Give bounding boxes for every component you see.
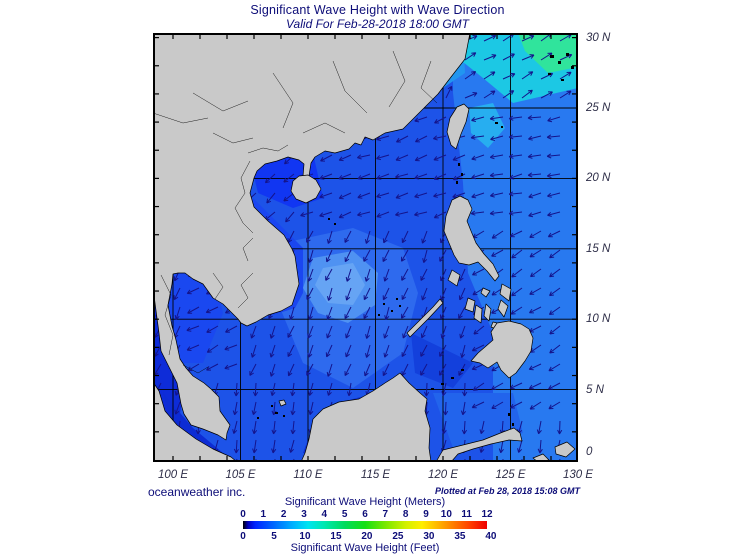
legend-feet-ticks: 0 5 10 15 20 25 30 35 40: [240, 531, 496, 542]
taiwan-island: [446, 103, 470, 150]
lon-label: 120 E: [427, 469, 459, 481]
plotted-timestamp: Plotted at Feb 28, 2018 15:08 GMT: [434, 486, 580, 496]
meters-tick: 2: [280, 509, 287, 520]
lat-label: 5 N: [586, 383, 604, 396]
colorbar: [243, 521, 487, 529]
sumatra-island: [153, 381, 238, 462]
luzon-island: [443, 195, 500, 282]
lon-label: 105 E: [225, 469, 256, 481]
feet-tick: 15: [330, 531, 342, 542]
page-title: Significant Wave Height with Wave Direct…: [250, 3, 505, 17]
credit-text: oceanweather inc.: [148, 485, 246, 499]
islet-specks: [257, 53, 574, 426]
meters-tick: 1: [260, 509, 267, 520]
natuna-island: [278, 399, 287, 407]
meters-tick: 10: [440, 509, 452, 520]
lat-label: 30 N: [586, 31, 611, 44]
valid-time-subtitle: Valid For Feb-28-2018 18:00 GMT: [286, 17, 469, 31]
lon-label: 130 E: [562, 469, 594, 481]
feet-tick: 10: [299, 531, 311, 542]
borneo-island: [300, 372, 432, 462]
feet-tick: 30: [423, 531, 435, 542]
hainan-island: [290, 174, 322, 204]
lat-label: 10 N: [586, 313, 611, 326]
lon-label: 110 E: [293, 469, 323, 481]
lon-label: 125 E: [495, 469, 526, 481]
feet-tick: 40: [485, 531, 497, 542]
meters-tick: 11: [461, 509, 472, 520]
meters-tick: 0: [240, 509, 246, 520]
lat-label: 15 N: [586, 242, 611, 255]
land-masses: [153, 33, 576, 462]
country-borders: [153, 50, 438, 374]
lon-label: 100 E: [157, 469, 189, 481]
legend-meters-label: Significant Wave Height (Meters): [284, 496, 446, 508]
meters-tick: 12: [481, 509, 493, 520]
lat-label: 20 N: [586, 172, 611, 185]
mindanao-island: [470, 320, 534, 379]
legend-feet-label: Significant Wave Height (Feet): [290, 542, 440, 554]
meters-tick: 5: [341, 509, 348, 520]
palawan-island: [406, 298, 444, 338]
meters-tick: 6: [362, 509, 368, 520]
meters-tick: 8: [402, 509, 409, 520]
lat-label: 25 N: [586, 102, 611, 114]
lat-label: 0: [586, 446, 593, 458]
feet-tick: 0: [240, 531, 246, 542]
meters-tick: 7: [382, 509, 389, 520]
feet-tick: 5: [271, 531, 277, 542]
meters-tick: 9: [423, 509, 429, 520]
feet-tick: 35: [454, 531, 466, 542]
lon-label: 115 E: [360, 469, 391, 481]
wave-map: [153, 33, 578, 462]
map-frame: [153, 33, 578, 462]
sulawesi-island: [435, 427, 523, 462]
legend-meters-ticks: 0 1 2 3 4 5 6 7 8 9 10 11 12: [240, 509, 492, 520]
mindoro-island: [447, 269, 461, 287]
meters-tick: 4: [321, 509, 328, 520]
feet-tick: 25: [392, 531, 404, 542]
mainland-asia: [153, 33, 471, 441]
meters-tick: 3: [301, 509, 307, 520]
feet-tick: 20: [361, 531, 373, 542]
